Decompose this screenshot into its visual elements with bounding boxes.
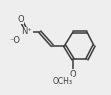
Text: N⁺: N⁺: [22, 27, 32, 36]
Text: O: O: [17, 15, 24, 23]
Text: OCH₃: OCH₃: [52, 77, 72, 86]
Text: O: O: [70, 70, 76, 79]
Text: ⁻O: ⁻O: [10, 36, 21, 45]
